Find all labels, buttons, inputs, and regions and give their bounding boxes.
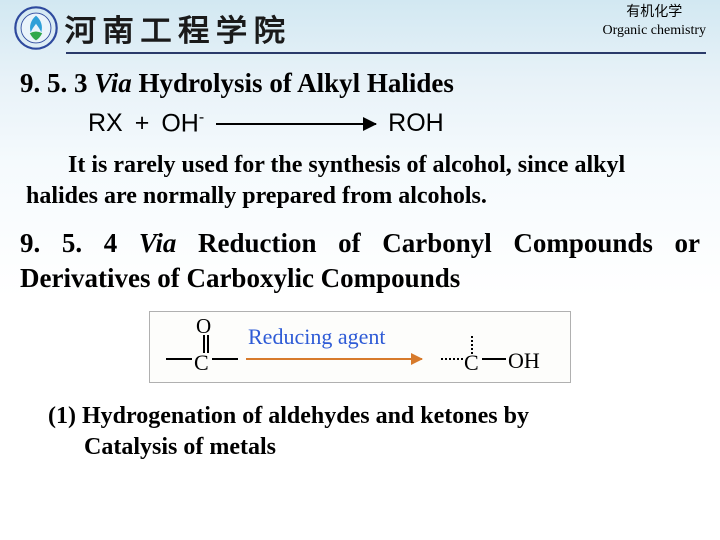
section-heading-954: 9. 5. 4 Via Reduction of Carbonyl Compou… [20, 226, 700, 297]
university-logo [14, 6, 58, 50]
section-paragraph: It is rarely used for the synthesis of a… [26, 150, 694, 211]
subpoint-1: (1) Hydrogenation of aldehydes and keton… [48, 401, 692, 463]
slide-content: 9. 5. 3 Via Hydrolysis of Alkyl Halides … [0, 54, 720, 463]
bond-left [166, 358, 192, 360]
subpoint-line1: Hydrogenation of aldehydes and ketones b… [82, 403, 529, 429]
reducing-agent-label: Reducing agent [248, 324, 416, 352]
bond-right [482, 358, 506, 360]
reagent-rx: RX [88, 109, 123, 138]
university-name: 河南工程学院 [65, 6, 292, 50]
atom-c-right: C [464, 350, 479, 376]
section-number: 9. 5. 4 [20, 228, 117, 258]
atom-oh: OH [508, 348, 540, 374]
reagent-oh: OH- [161, 109, 204, 138]
subpoint-number: (1) [48, 403, 82, 429]
section-title: Reduction of Carbonyl Compounds or Deriv… [20, 228, 700, 294]
section-title: Hydrolysis of Alkyl Halides [132, 68, 454, 98]
section-number: 9. 5. 3 [20, 68, 88, 98]
section-via: Via [139, 228, 177, 258]
dotted-bond-left [441, 358, 463, 360]
reaction-arrow-orange [246, 358, 422, 360]
section-heading-953: 9. 5. 3 Via Hydrolysis of Alkyl Halides [20, 68, 700, 99]
plus-sign: + [135, 109, 150, 138]
course-name-cn: 有机化学 [602, 4, 706, 22]
reaction-scheme-1: RX + OH- ROH [88, 109, 700, 138]
course-label: 有机化学 Organic chemistry [602, 4, 706, 39]
section-via: Via [94, 68, 132, 98]
product-roh: ROH [388, 109, 444, 138]
course-name-en: Organic chemistry [602, 22, 706, 40]
slide-header: 河南工程学院 有机化学 Organic chemistry [0, 0, 720, 50]
reaction-arrow [216, 123, 376, 125]
bond-mid [212, 358, 238, 360]
subpoint-line2: Catalysis of metals [84, 432, 692, 463]
reaction-scheme-2: O C Reducing agent C OH [149, 311, 571, 383]
atom-c-left: C [194, 350, 209, 376]
